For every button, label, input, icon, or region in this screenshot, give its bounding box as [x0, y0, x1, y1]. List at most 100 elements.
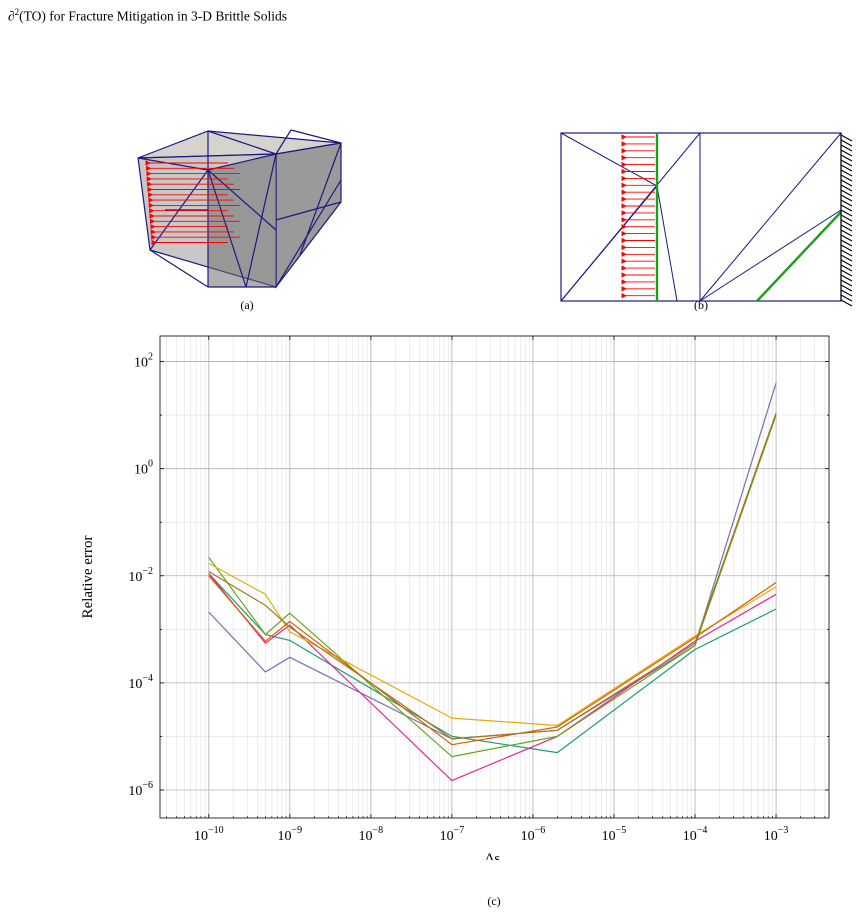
- hatch-stroke: [840, 239, 853, 247]
- x-tick-label-base: 10: [602, 829, 616, 844]
- grid-minor: [160, 336, 829, 818]
- hatch-stroke: [840, 204, 853, 212]
- header-sup: 2: [14, 7, 20, 17]
- series-line-4: [208, 414, 777, 758]
- y-tick-label-base: 10: [128, 677, 142, 692]
- ticks-layer: 10−10 10−9 10−8 10−7 10−6 10−5 10−4 10−310−610−…: [128, 336, 829, 844]
- figure-b-2d-section: [560, 132, 853, 307]
- hatch-stroke: [840, 249, 853, 257]
- hatch-stroke: [840, 179, 853, 187]
- series-layer: [208, 382, 777, 782]
- y-tick-label-exp: −2: [142, 566, 153, 577]
- hatch-stroke: [840, 244, 853, 252]
- x-tick-label-base: 10: [764, 829, 778, 844]
- hatch-stroke: [840, 259, 853, 267]
- series-line-7: [208, 412, 777, 740]
- hatch-stroke: [840, 254, 853, 262]
- y-tick-label-base: 10: [128, 570, 142, 585]
- x-tick-label: 10−10: [194, 825, 224, 844]
- x-tick-label-exp: −6: [535, 825, 546, 836]
- hatch-stroke: [840, 169, 853, 177]
- y-tick-label-exp: 0: [148, 459, 153, 470]
- caption-b: (b): [694, 298, 708, 312]
- x-tick-label-base: 10: [440, 829, 454, 844]
- x-tick-label: 10−4: [683, 825, 708, 844]
- block-inner-shade: [208, 154, 276, 287]
- series-line-5: [208, 562, 777, 727]
- y-tick-label-base: 10: [134, 356, 148, 371]
- x-tick-label-exp: −3: [778, 825, 789, 836]
- y-tick-label: 10−2: [128, 566, 153, 585]
- figure-a-3d-mesh: [137, 129, 342, 289]
- hatch-stroke: [840, 154, 853, 162]
- y-tick-label-base: 10: [134, 463, 148, 478]
- hatch-stroke: [840, 199, 853, 207]
- fixed-support-hatch: [840, 133, 853, 307]
- x-tick-label-exp: −4: [697, 825, 708, 836]
- header-abbr: (TO): [19, 8, 46, 24]
- hatch-stroke: [840, 149, 853, 157]
- hatch-stroke: [840, 229, 853, 237]
- hatch-stroke: [840, 219, 853, 227]
- hatch-stroke: [840, 159, 853, 167]
- y-tick-label-exp: 2: [148, 352, 153, 363]
- x-tick-label: 10−9: [278, 825, 303, 844]
- y-tick-label: 10−4: [128, 673, 153, 692]
- traction-arrows-b: [621, 134, 655, 299]
- domain-boundary: [560, 132, 842, 302]
- x-tick-label: 10−5: [602, 825, 627, 844]
- hatch-stroke: [840, 134, 853, 142]
- hatch-stroke: [840, 289, 853, 297]
- hatch-stroke: [840, 174, 853, 182]
- hatch-stroke: [840, 299, 853, 307]
- caption-c: (c): [487, 894, 501, 908]
- hatch-stroke: [840, 194, 853, 202]
- y-tick-label: 10−6: [128, 780, 153, 799]
- hatch-stroke: [840, 279, 853, 287]
- x-axis-label-main: Δs: [485, 851, 501, 860]
- x-tick-label: 10−8: [359, 825, 384, 844]
- caption-a: (a): [240, 298, 254, 312]
- series-line-3: [208, 573, 777, 782]
- x-tick-label-exp: −10: [208, 825, 224, 836]
- y-tick-label: 102: [134, 352, 153, 371]
- grid-major: [160, 336, 829, 818]
- header-title: for Fracture Mitigation in 3-D Brittle S…: [45, 8, 288, 24]
- traction-arrows-a: [145, 160, 240, 246]
- chart-relative-error: 10−10 10−9 10−8 10−7 10−6 10−5 10−4 10−310−610−…: [80, 335, 830, 860]
- hatch-stroke: [840, 274, 853, 282]
- page-header: ∂2(TO) for Fracture Mitigation in 3-D Br…: [8, 7, 287, 25]
- x-tick-label: 10−3: [764, 825, 789, 844]
- hatch-stroke: [840, 139, 853, 147]
- hatch-stroke: [840, 209, 853, 217]
- crack-lines: [655, 133, 842, 302]
- x-tick-label-base: 10: [683, 829, 697, 844]
- hatch-stroke: [840, 189, 853, 197]
- x-tick-label-base: 10: [194, 829, 208, 844]
- x-tick-label-base: 10: [359, 829, 373, 844]
- y-tick-label-base: 10: [128, 784, 142, 799]
- block-right-face: [275, 142, 342, 289]
- plot-frame: [159, 335, 830, 819]
- x-tick-label: 10−6: [521, 825, 546, 844]
- x-tick-label-exp: −9: [292, 825, 303, 836]
- y-tick-label-exp: −6: [142, 780, 153, 791]
- x-axis-label-sub: j: [498, 858, 503, 860]
- hatch-stroke: [840, 184, 853, 192]
- mesh-edges: [560, 132, 842, 302]
- hatch-stroke: [840, 294, 853, 302]
- hatch-stroke: [840, 264, 853, 272]
- y-axis-label: Relative error: [80, 536, 96, 619]
- hatch-stroke: [840, 224, 853, 232]
- hatch-stroke: [840, 284, 853, 292]
- x-tick-label-base: 10: [521, 829, 535, 844]
- x-tick-label-exp: −8: [373, 825, 384, 836]
- y-tick-label: 100: [134, 459, 153, 478]
- plot-area-background: [160, 336, 829, 818]
- header-partial: ∂: [8, 8, 15, 24]
- hatch-stroke: [840, 164, 853, 172]
- hatch-stroke: [840, 269, 853, 277]
- x-tick-label-exp: −7: [454, 825, 465, 836]
- y-tick-label-exp: −4: [142, 673, 153, 684]
- x-tick-label-exp: −5: [616, 825, 627, 836]
